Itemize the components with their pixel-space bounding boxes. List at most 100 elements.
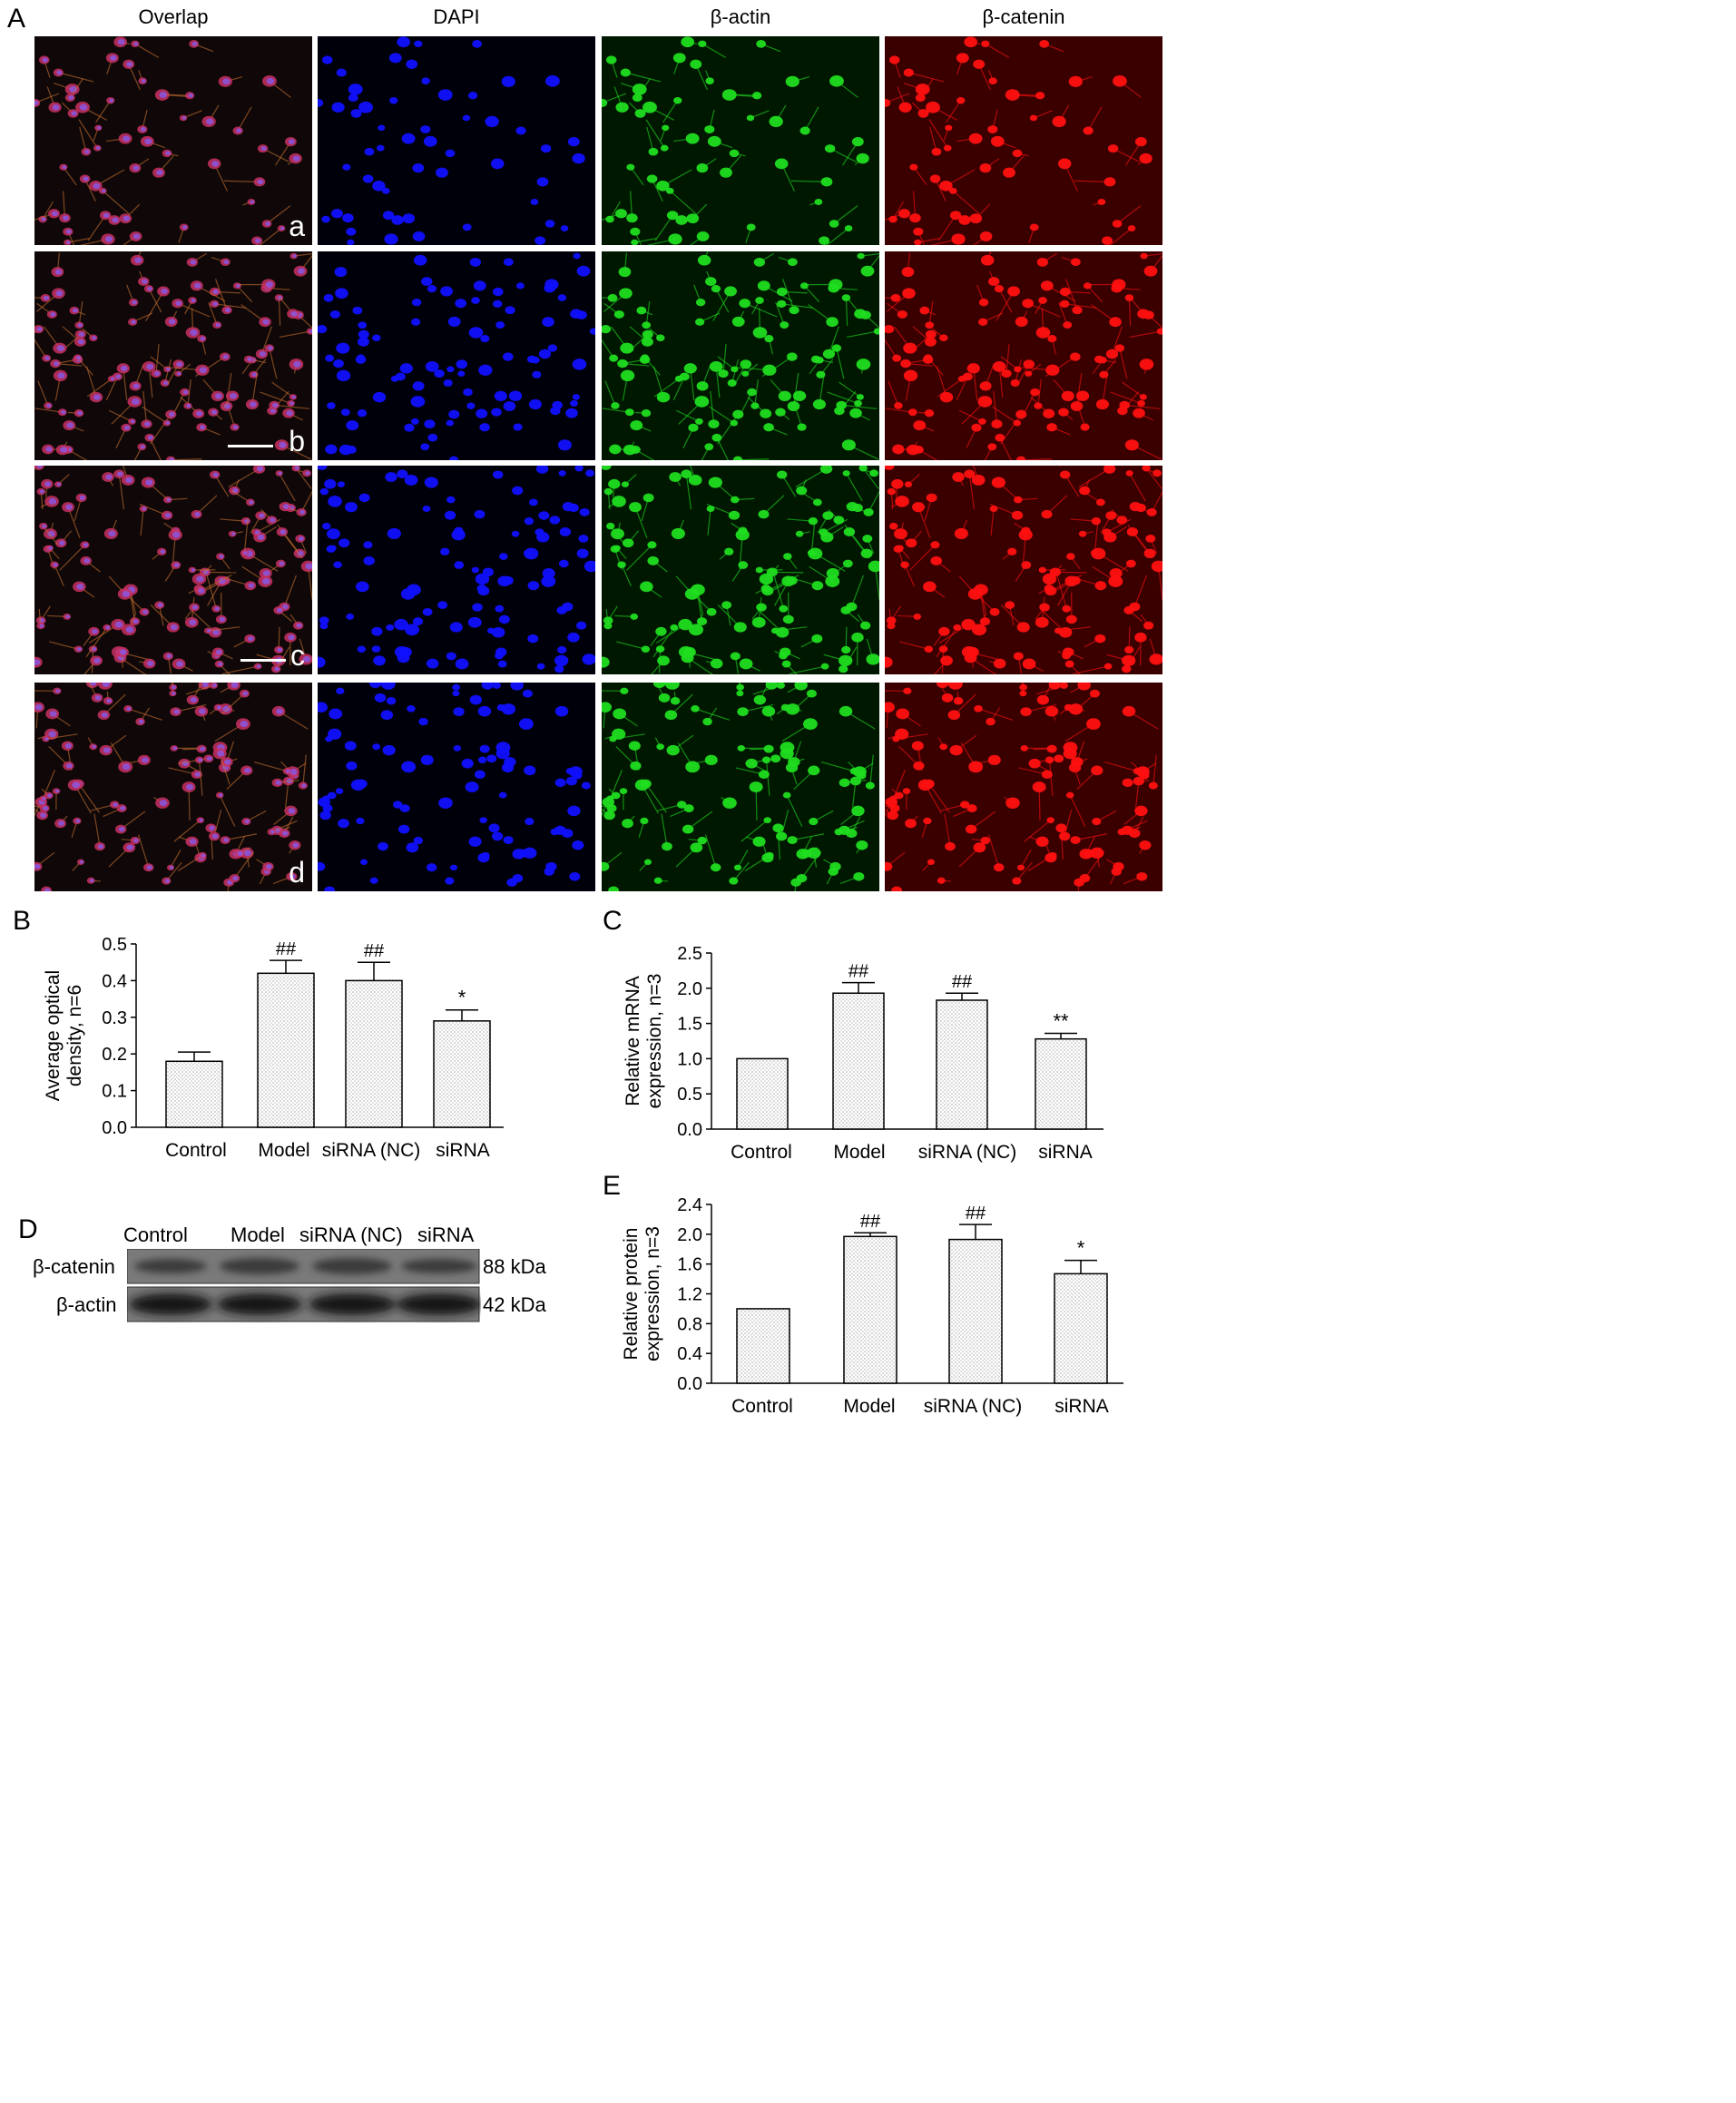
micrograph-dapi-row-b — [318, 251, 595, 460]
micrograph-beta-catenin-row-b — [885, 251, 1162, 460]
y-axis-label: Relative proteinexpression, n=3 — [621, 1226, 663, 1361]
scale-bar — [240, 659, 286, 662]
significance-marker: ## — [276, 939, 297, 959]
blot-size-42kda: 42 kDa — [483, 1293, 546, 1316]
chart-b: 0.0 0.1 0.2 0.3 0.4 0.5 Average opticaldensity… — [43, 935, 504, 1161]
y-tick-label: 0.0 — [677, 1374, 702, 1394]
micrograph-beta-actin-row-d — [602, 683, 879, 891]
y-tick-label: 2.5 — [677, 944, 702, 964]
band-beta-catenin-model — [220, 1258, 299, 1274]
significance-marker: ** — [1053, 1009, 1069, 1032]
column-title-beta-catenin: β-catenin — [982, 5, 1065, 28]
band-beta-actin-control — [129, 1293, 212, 1315]
micrograph-overlap-row-a: a — [34, 36, 312, 245]
significance-marker: ## — [848, 962, 869, 982]
x-category-label: Model — [258, 1140, 309, 1161]
significance-marker: * — [458, 987, 466, 1009]
chart-c: 0.0 0.5 1.0 1.5 2.0 2.5 Relative mRNAexpressio… — [623, 944, 1103, 1163]
micrograph-beta-catenin-row-a — [885, 36, 1162, 245]
band-beta-actin-sirna — [397, 1293, 481, 1315]
micrograph-overlap-row-b: b — [34, 251, 312, 460]
bar-e-1 — [843, 1235, 897, 1384]
y-tick-label: 2.0 — [677, 979, 702, 999]
micrograph-beta-catenin-row-d — [885, 683, 1162, 891]
y-tick-label: 1.0 — [677, 1049, 702, 1069]
micrograph-dapi-row-d — [318, 683, 595, 891]
panel-letter-d: D — [18, 1214, 38, 1244]
bar-charts-layer: 0.0 0.1 0.2 0.3 0.4 0.5 Average opticaldensity… — [43, 935, 1123, 1417]
x-category-label: Model — [833, 1142, 885, 1163]
significance-marker: ## — [966, 1204, 986, 1223]
bar-c-0 — [736, 1057, 789, 1130]
x-category-label: siRNA — [1054, 1396, 1109, 1417]
significance-marker: * — [1077, 1237, 1085, 1260]
y-tick-label: 1.2 — [677, 1285, 702, 1305]
western-blot-image — [127, 1249, 481, 1322]
band-beta-catenin-sirna — [401, 1259, 477, 1273]
band-beta-catenin-control — [134, 1259, 207, 1273]
y-tick-label: 0.5 — [102, 935, 127, 955]
panel-letter-c: C — [603, 906, 623, 936]
bar-b-2 — [345, 979, 403, 1128]
x-category-label: Control — [731, 1142, 792, 1163]
x-category-label: Control — [731, 1396, 793, 1417]
y-tick-label: 0.8 — [677, 1314, 702, 1334]
micrograph-beta-catenin-row-c — [885, 466, 1162, 674]
band-beta-actin-sirna-nc — [309, 1293, 396, 1315]
row-letter-c: c — [290, 639, 305, 672]
micrograph-beta-actin-row-b — [602, 251, 879, 460]
micrograph-beta-actin-row-a — [602, 36, 879, 245]
x-category-label: siRNA (NC) — [322, 1140, 421, 1161]
bar-c-1 — [832, 992, 885, 1130]
y-axis-label: Relative mRNAexpression, n=3 — [623, 974, 665, 1109]
bar-c-2 — [936, 999, 988, 1130]
significance-marker: ## — [860, 1212, 881, 1232]
x-category-label: Control — [165, 1140, 227, 1161]
scale-bar — [228, 445, 273, 447]
panel-letter-b: B — [13, 906, 32, 936]
row-letter-b: b — [289, 425, 305, 457]
micrograph-overlap-row-d: d — [34, 683, 312, 891]
blot-lane-label-sirna-nc: siRNA (NC) — [299, 1223, 403, 1246]
blot-size-88kda: 88 kDa — [483, 1255, 546, 1278]
bar-e-2 — [948, 1238, 1003, 1384]
x-category-label: siRNA (NC) — [924, 1396, 1023, 1417]
bar-b-0 — [165, 1060, 223, 1128]
y-tick-label: 2.0 — [677, 1225, 702, 1245]
column-title-overlap: Overlap — [138, 5, 209, 28]
chart-e: 0.0 0.4 0.8 1.2 1.6 2.0 2.4 Relative proteinexp… — [621, 1195, 1123, 1417]
panel-letter-e: E — [603, 1171, 622, 1201]
micrograph-dapi-row-c — [318, 466, 595, 674]
row-letter-d: d — [289, 856, 305, 889]
row-letter-a: a — [289, 210, 305, 242]
bar-c-3 — [1035, 1037, 1087, 1130]
bar-e-0 — [736, 1308, 790, 1384]
y-tick-label: 0.3 — [102, 1008, 127, 1028]
blot-lane-label-model: Model — [230, 1223, 285, 1246]
y-tick-label: 2.4 — [677, 1195, 702, 1215]
blot-lane-label-sirna: siRNA — [417, 1223, 475, 1246]
y-tick-label: 0.0 — [102, 1118, 127, 1138]
blot-row-label-beta-catenin: β-catenin — [33, 1255, 115, 1278]
panel-letter-a: A — [7, 4, 26, 34]
y-tick-label: 0.4 — [102, 971, 127, 991]
y-tick-label: 0.5 — [677, 1085, 702, 1105]
bar-b-3 — [433, 1020, 491, 1128]
micrograph-overlap-row-c: c — [34, 466, 312, 674]
column-title-beta-actin: β-actin — [710, 5, 771, 28]
significance-marker: ## — [364, 941, 385, 961]
significance-marker: ## — [952, 972, 973, 992]
micrograph-dapi-row-a — [318, 36, 595, 245]
band-beta-actin-model — [217, 1293, 302, 1315]
x-category-label: Model — [843, 1396, 895, 1417]
band-beta-catenin-sirna-nc — [312, 1258, 392, 1274]
micrograph-beta-actin-row-c — [602, 466, 879, 674]
x-category-label: siRNA — [1038, 1142, 1093, 1163]
bar-b-1 — [257, 972, 315, 1128]
x-category-label: siRNA — [436, 1140, 490, 1161]
y-tick-label: 0.2 — [102, 1045, 127, 1065]
y-tick-label: 0.4 — [677, 1344, 702, 1364]
y-tick-label: 0.0 — [677, 1120, 702, 1140]
blot-lane-label-control: Control — [123, 1223, 188, 1246]
x-category-label: siRNA (NC) — [918, 1142, 1017, 1163]
